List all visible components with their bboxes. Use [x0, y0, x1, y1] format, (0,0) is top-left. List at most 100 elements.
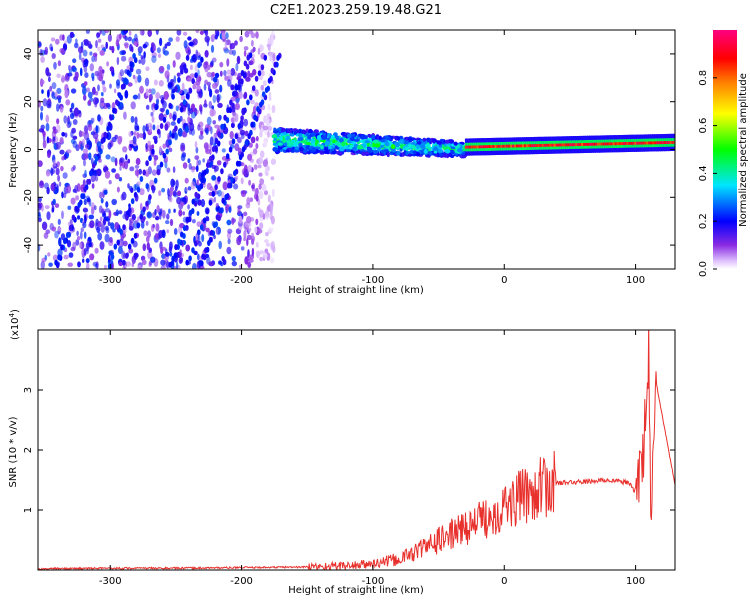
spectrogram-speckle	[252, 46, 256, 53]
spectrogram-speckle	[162, 116, 167, 123]
spectrogram-speckle	[181, 82, 185, 92]
spectrogram-speckle	[221, 148, 226, 153]
spectrogram-speckle	[270, 176, 275, 181]
spectrogram-speckle	[58, 237, 62, 247]
spectrogram-tone-core	[592, 142, 596, 146]
spectrogram-speckle	[267, 204, 271, 212]
spectrogram-band-cell	[371, 134, 376, 140]
spectrogram-tone-core	[622, 142, 626, 145]
spectrogram-speckle	[74, 184, 78, 194]
spectrogram-speckle	[185, 259, 189, 266]
spectrogram-speckle	[260, 84, 265, 91]
spectrogram-speckle	[209, 229, 214, 236]
spectrogram-speckle	[72, 58, 77, 63]
spectrogram-speckle	[219, 84, 223, 93]
spectrogram-speckle	[258, 190, 264, 200]
spectrogram-tone-core	[498, 144, 502, 148]
snr-panel: -300 -200 -100 0 100 1 2 3 Height of straight …	[8, 309, 676, 596]
spectrogram-speckle	[196, 211, 200, 216]
spectrogram-band-cell	[284, 142, 288, 147]
spectrogram-speckle	[215, 228, 219, 235]
spectrogram-speckle	[81, 138, 85, 147]
spectrogram-speckle	[145, 66, 150, 71]
spectrogram-speckle	[220, 168, 224, 175]
spectrogram-speckle	[100, 197, 104, 204]
spectrogram-speckle	[55, 38, 60, 45]
spectrogram-speckle	[243, 169, 248, 177]
spectrogram-band-cell	[390, 144, 396, 150]
spectrogram-band-cell	[424, 143, 431, 148]
spectrogram-speckle	[59, 149, 65, 155]
spectrogram-y-tick-label: 40	[23, 48, 34, 61]
spectrogram-speckle	[91, 76, 95, 82]
spectrogram-speckle	[38, 213, 42, 220]
spectrogram-speckle	[52, 254, 59, 262]
spectrogram-band-cell	[445, 139, 450, 144]
spectrogram-speckle	[211, 175, 217, 181]
spectrogram-speckle	[200, 199, 206, 208]
spectrogram-speckle	[191, 247, 195, 254]
spectrogram-speckle	[71, 127, 76, 134]
spectrogram-speckle	[196, 179, 199, 186]
spectrogram-x-tick-label: 100	[626, 275, 645, 286]
spectrogram-tone-core	[628, 142, 632, 145]
spectrogram-speckle	[196, 85, 201, 92]
spectrogram-speckle	[104, 208, 111, 213]
spectrogram-band-cell	[298, 133, 303, 138]
spectrogram-speckle	[67, 262, 73, 267]
spectrogram-speckle	[197, 199, 202, 206]
spectrogram-speckle	[134, 76, 138, 84]
spectrogram-speckle	[57, 174, 61, 182]
spectrogram-speckle	[158, 211, 162, 220]
spectrogram-speckle	[250, 235, 255, 242]
spectrogram-speckle	[169, 188, 173, 197]
spectrogram-speckle	[175, 179, 179, 189]
spectrogram-tone-core	[472, 145, 476, 149]
spectrogram-speckle	[108, 210, 112, 219]
spectrogram-speckle	[146, 211, 152, 219]
spectrogram-band-cell	[308, 128, 313, 134]
spectrogram-speckle	[83, 159, 86, 167]
snr-y-tick-label: 2	[23, 447, 34, 453]
colorbar-ticks: 0.0 0.2 0.4 0.6 0.8	[698, 70, 717, 277]
spectrogram-speckle	[229, 131, 234, 140]
spectrogram-speckle	[158, 113, 164, 121]
spectrogram-speckle	[115, 99, 119, 106]
spectrogram-speckle	[143, 51, 146, 59]
spectrogram-band-cell	[443, 153, 448, 158]
spectrogram-speckle	[183, 40, 188, 49]
spectrogram-speckle	[57, 97, 62, 104]
spectrogram-speckle	[201, 234, 205, 243]
spectrogram-speckle	[246, 99, 250, 106]
spectrogram-speckle	[103, 211, 106, 216]
spectrogram-speckle	[175, 261, 179, 269]
spectrogram-speckle	[155, 216, 160, 221]
spectrogram-speckle	[218, 207, 223, 214]
spectrogram-speckle	[230, 42, 236, 50]
spectrogram-speckle	[267, 125, 273, 132]
spectrogram-band-cell	[432, 146, 439, 152]
snr-multiplier-close: )	[10, 309, 21, 313]
spectrogram-speckle	[99, 69, 103, 79]
spectrogram-tone-core	[531, 144, 535, 148]
spectrogram-speckle	[41, 204, 44, 212]
spectrogram-speckle	[150, 42, 155, 48]
spectrogram-speckle	[55, 167, 60, 176]
spectrogram-speckle	[47, 89, 50, 99]
spectrogram-speckle	[155, 223, 160, 232]
spectrogram-tone-core	[590, 142, 594, 146]
spectrogram-band-cell	[444, 149, 451, 154]
spectrogram-speckle	[182, 211, 185, 216]
spectrogram-speckle	[89, 51, 93, 56]
spectrogram-speckle	[251, 247, 255, 257]
spectrogram-speckle	[148, 155, 152, 162]
spectrogram-speckle	[120, 55, 127, 62]
spectrogram-speckle	[253, 164, 258, 171]
spectrogram-speckle	[68, 252, 74, 258]
spectrogram-speckle	[145, 200, 149, 207]
spectrogram-tone-core	[478, 145, 482, 149]
spectrogram-speckle	[56, 87, 62, 94]
spectrogram-speckle	[210, 44, 215, 53]
spectrogram-speckle	[236, 236, 242, 246]
